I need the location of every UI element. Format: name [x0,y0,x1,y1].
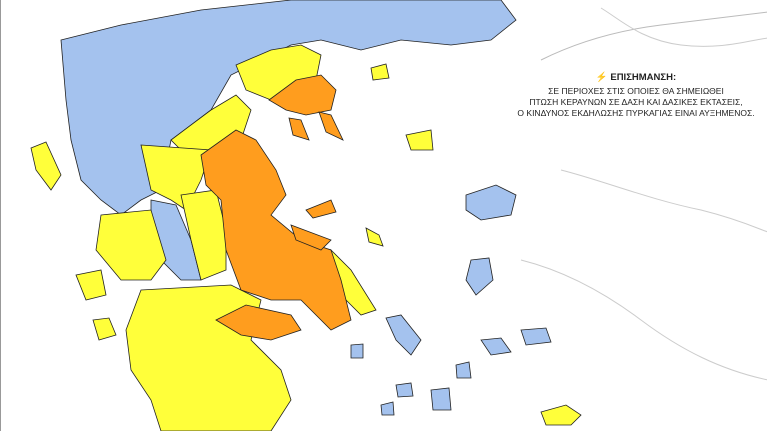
region-low-risk[interactable] [350,343,364,359]
region-low-risk[interactable] [430,387,452,411]
region-high-risk[interactable] [288,117,310,141]
region-low-risk[interactable] [60,0,517,216]
region-low-risk[interactable] [455,361,472,379]
region-high-risk[interactable] [200,129,352,331]
region-medium-risk[interactable] [405,129,434,151]
note-title: ΕΠΙΣΗΜΑΝΣΗ: [610,72,677,83]
region-low-risk[interactable] [385,314,422,356]
region-medium-risk[interactable] [125,284,292,431]
neighbor-coastline [520,259,767,381]
neighbor-coastline [600,7,767,47]
region-low-risk[interactable] [465,184,517,221]
region-medium-risk[interactable] [540,404,582,426]
region-low-risk[interactable] [480,337,512,356]
lightning-warning-note: ⚡ ΕΠΙΣΗΜΑΝΣΗ: ΣΕ ΠΕΡΙΟΧΕΣ ΣΤΙΣ ΟΠΟΙΕΣ ΘΑ… [471,72,767,119]
region-high-risk[interactable] [268,74,337,116]
region-high-risk[interactable] [318,111,344,141]
region-low-risk[interactable] [520,327,552,346]
region-medium-risk[interactable] [92,317,117,341]
neighbor-coastline [540,11,767,61]
note-line: Ο ΚΙΝΔΥΝΟΣ ΕΚΔΗΛΩΣΗΣ ΠΥΡΚΑΓΙΑΣ ΕΙΝΑΙ ΑΥΞ… [517,108,755,119]
region-medium-risk[interactable] [30,141,62,191]
note-line: ΣΕ ΠΕΡΙΟΧΕΣ ΣΤΙΣ ΟΠΟΙΕΣ ΘΑ ΣΗΜΕΙΩΘΕΙ [548,86,724,97]
region-medium-risk[interactable] [95,209,167,281]
neighbor-coastline [560,169,767,233]
region-high-risk[interactable] [215,304,302,341]
region-high-risk[interactable] [290,224,332,251]
lightning-icon: ⚡ [595,72,608,83]
note-line: ΠΤΩΣΗ ΚΕΡΑΥΝΩΝ ΣΕ ΔΑΣΗ ΚΑΙ ΔΑΣΙΚΕΣ ΕΚΤΑΣ… [529,97,743,108]
region-low-risk[interactable] [395,382,414,398]
region-high-risk[interactable] [305,199,337,219]
region-low-risk[interactable] [465,257,494,296]
region-medium-risk[interactable] [75,269,107,301]
region-medium-risk[interactable] [365,227,384,247]
region-medium-risk[interactable] [370,63,390,81]
region-low-risk[interactable] [380,401,395,416]
